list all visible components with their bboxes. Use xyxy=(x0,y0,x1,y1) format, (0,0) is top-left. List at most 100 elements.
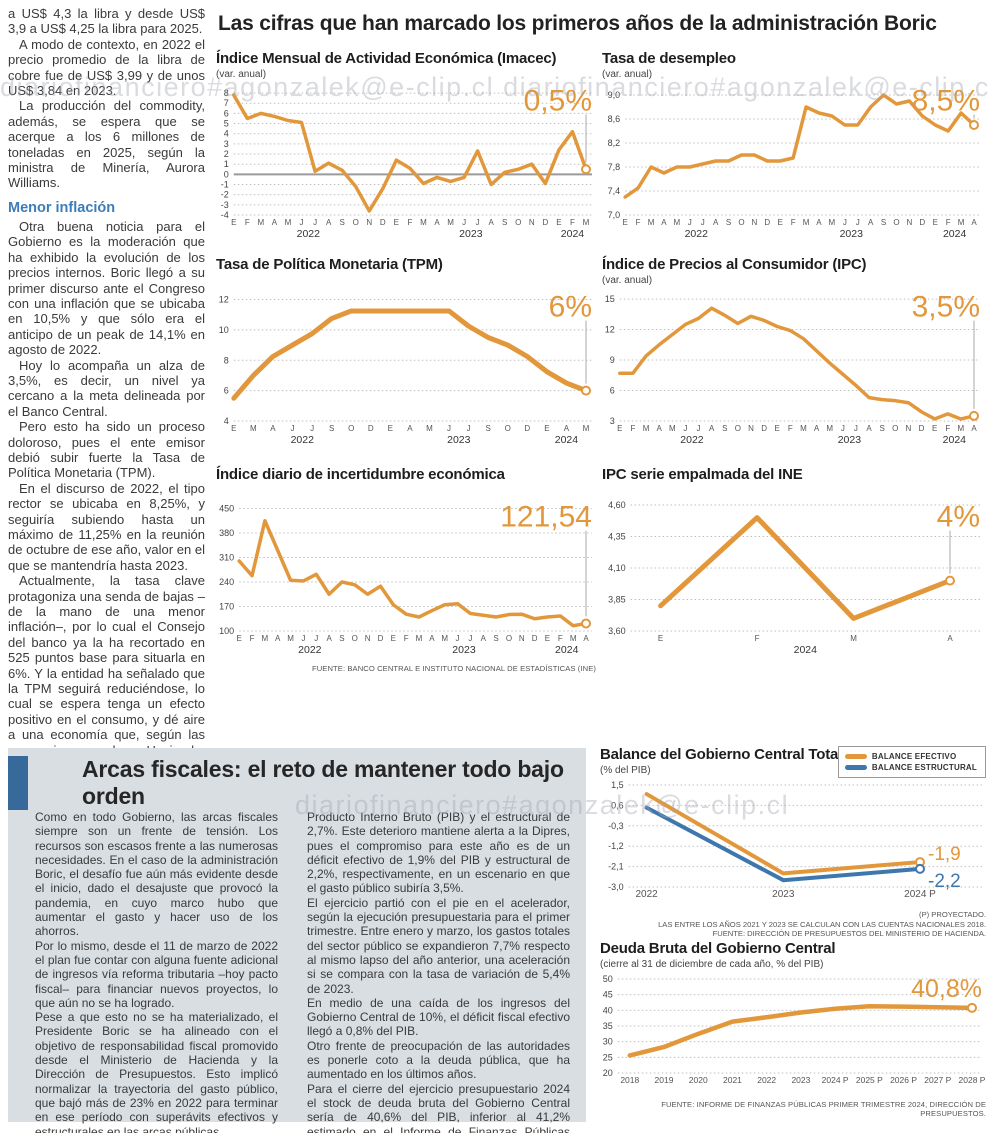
svg-text:A: A xyxy=(661,218,667,227)
svg-text:2022: 2022 xyxy=(291,434,315,446)
svg-text:J: J xyxy=(683,424,687,433)
svg-text:2027 P: 2027 P xyxy=(924,1075,951,1085)
svg-text:J: J xyxy=(467,424,471,433)
svg-text:3,85: 3,85 xyxy=(608,595,626,605)
svg-text:170: 170 xyxy=(219,602,234,612)
paragraph: a US$ 4,3 la libra y desde US$ 3,9 a US$… xyxy=(8,6,205,37)
svg-text:J: J xyxy=(854,424,858,433)
svg-text:2019: 2019 xyxy=(655,1075,674,1085)
svg-text:E: E xyxy=(623,218,628,227)
svg-text:-1: -1 xyxy=(221,180,229,190)
svg-text:-3: -3 xyxy=(221,200,229,210)
svg-text:J: J xyxy=(314,634,318,643)
svg-text:M: M xyxy=(958,218,965,227)
svg-text:35: 35 xyxy=(603,1021,613,1031)
paragraph: (P) PROYECTADO. xyxy=(919,910,986,919)
svg-text:2023: 2023 xyxy=(838,434,862,446)
legend-label: BALANCE ESTRUCTURAL xyxy=(871,763,977,772)
svg-text:D: D xyxy=(368,424,374,433)
svg-text:2023: 2023 xyxy=(447,434,471,446)
svg-text:J: J xyxy=(701,218,705,227)
chart-ipc-empalmada: IPC serie empalmada del INE 4,60 4,35 4,10… xyxy=(602,466,984,662)
svg-text:A: A xyxy=(489,218,495,227)
svg-text:A: A xyxy=(656,424,662,433)
svg-text:3,60: 3,60 xyxy=(608,626,626,636)
svg-text:9: 9 xyxy=(610,355,615,365)
svg-text:S: S xyxy=(722,424,727,433)
svg-text:F: F xyxy=(630,424,635,433)
paragraph: Pese a que esto no se ha materializado, … xyxy=(35,1010,278,1133)
svg-text:M: M xyxy=(262,634,269,643)
svg-text:F: F xyxy=(558,634,563,643)
chart-title: Índice diario de incertidumbre económica xyxy=(216,466,505,483)
chart-desempleo: Tasa de desempleo (var. anual) 9,0 8,6 8,2… xyxy=(602,50,984,246)
svg-text:S: S xyxy=(339,218,344,227)
svg-text:8: 8 xyxy=(224,355,229,365)
chart-title: Índice de Precios al Consumidor (IPC) xyxy=(602,256,867,273)
paragraph: Por lo mismo, desde el 11 de marzo de 20… xyxy=(35,938,278,1010)
svg-text:M: M xyxy=(420,218,427,227)
article-subhead: Menor inflación xyxy=(8,199,116,216)
svg-text:E: E xyxy=(388,424,393,433)
paragraph: FUENTE: DIRECCIÓN DE PRESUPUESTOS DEL MI… xyxy=(712,929,986,939)
svg-text:A: A xyxy=(326,634,332,643)
svg-text:F: F xyxy=(946,218,951,227)
svg-text:J: J xyxy=(301,634,305,643)
left-article-column: a US$ 4,3 la libra y desde US$ 3,9 a US$… xyxy=(8,6,205,774)
ipc-empalmada-line-chart: 4,60 4,35 4,10 3,85 3,60 E F M A 2024 4% xyxy=(608,500,980,656)
legend-label: BALANCE EFECTIVO xyxy=(871,752,957,761)
chart-subtitle: (var. anual) xyxy=(602,275,653,286)
svg-text:O: O xyxy=(348,424,354,433)
chart-source: FUENTE: INFORME DE FINANZAS PÚBLICAS PRI… xyxy=(661,1100,986,1118)
desempleo-line-chart: 9,08,68,27,87,47,0E F M A M J J A S O N D E F M A M J J A S O… xyxy=(608,85,980,240)
paragraph: Hoy lo acompaña un alza de 3,5%, es deci… xyxy=(8,357,205,419)
svg-text:-3,0: -3,0 xyxy=(608,882,624,892)
svg-text:-1,9: -1,9 xyxy=(928,844,961,865)
svg-text:2026 P: 2026 P xyxy=(890,1075,917,1085)
svg-text:M: M xyxy=(674,218,681,227)
svg-text:2021: 2021 xyxy=(723,1075,742,1085)
svg-text:E: E xyxy=(231,218,236,227)
deuda-line-chart: 50 45 40 35 30 25 20 2018 2019 2020 2021 2022 2023 20… xyxy=(603,974,986,1085)
svg-text:O: O xyxy=(506,634,512,643)
svg-text:D: D xyxy=(532,634,538,643)
svg-text:10: 10 xyxy=(219,325,229,335)
svg-text:E: E xyxy=(237,634,242,643)
svg-text:M: M xyxy=(829,218,836,227)
svg-text:2024: 2024 xyxy=(555,644,579,656)
svg-text:E: E xyxy=(544,424,549,433)
svg-text:3,5%: 3,5% xyxy=(912,291,980,324)
chart-imacec: Índice Mensual de Actividad Económica (I… xyxy=(216,50,596,246)
svg-text:D: D xyxy=(380,218,386,227)
svg-text:E: E xyxy=(933,218,938,227)
chart-subtitle: (cierre al 31 de diciembre de cada año, … xyxy=(600,959,824,970)
header-accent-bar xyxy=(8,756,28,810)
arcas-fiscales-box: Arcas fiscales: el reto de mantener todo… xyxy=(8,748,586,1133)
svg-text:2024: 2024 xyxy=(555,434,579,446)
svg-text:N: N xyxy=(366,218,372,227)
svg-text:A: A xyxy=(564,424,570,433)
svg-text:7,8: 7,8 xyxy=(608,162,621,172)
svg-text:M: M xyxy=(583,424,590,433)
svg-text:240: 240 xyxy=(219,577,234,587)
svg-text:2022: 2022 xyxy=(685,228,709,240)
svg-text:A: A xyxy=(709,424,715,433)
svg-text:M: M xyxy=(648,218,655,227)
svg-text:7,4: 7,4 xyxy=(608,186,621,196)
chart-legend: BALANCE EFECTIVO BALANCE ESTRUCTURAL xyxy=(837,746,986,778)
svg-text:2023: 2023 xyxy=(459,228,483,240)
svg-text:A: A xyxy=(429,634,435,643)
svg-text:4: 4 xyxy=(224,129,229,139)
svg-text:0: 0 xyxy=(224,169,229,179)
svg-text:N: N xyxy=(519,634,525,643)
svg-text:O: O xyxy=(738,218,744,227)
svg-text:8,2: 8,2 xyxy=(608,138,621,148)
svg-text:A: A xyxy=(971,424,977,433)
paragraph: Otra buena noticia para el Gobierno es l… xyxy=(8,218,205,358)
chart-title: Tasa de desempleo xyxy=(602,50,736,67)
svg-text:A: A xyxy=(481,634,487,643)
